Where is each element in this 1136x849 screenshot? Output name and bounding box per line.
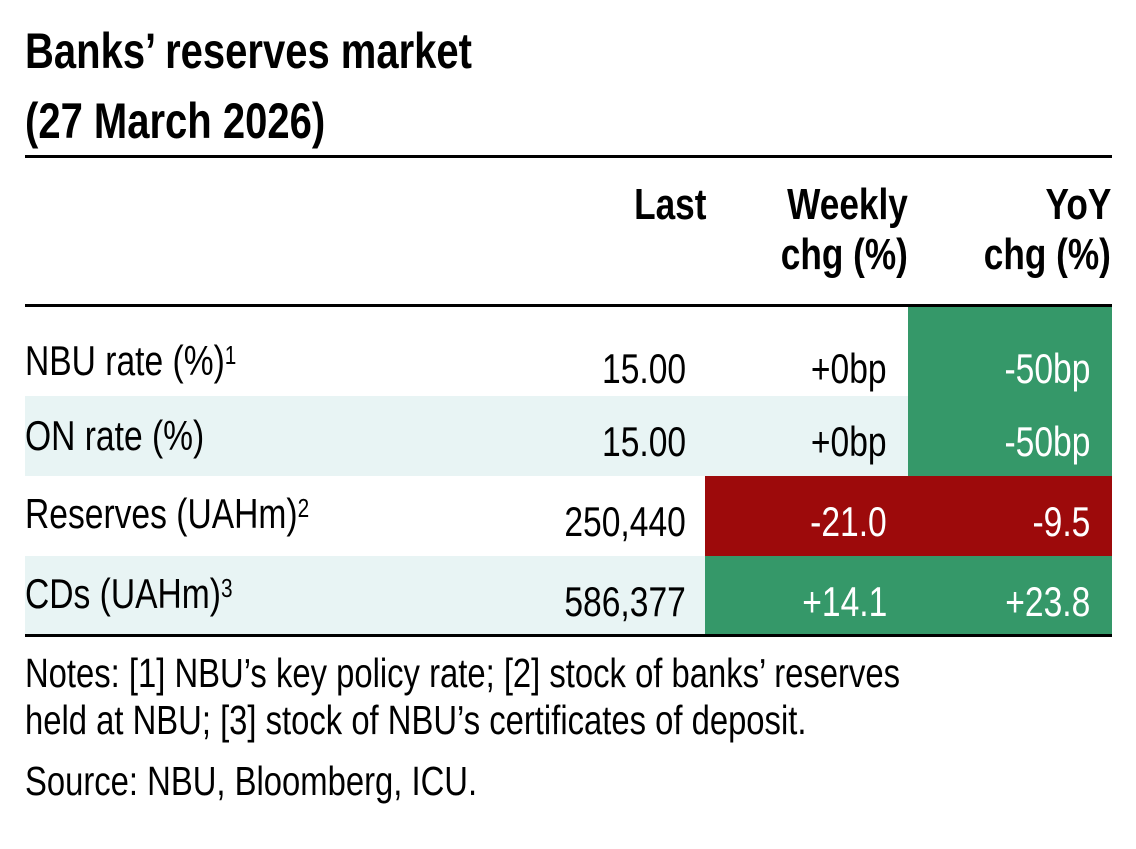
weekly-cell-fill: [705, 556, 908, 634]
row-label: CDs (UAHm)3: [25, 570, 233, 617]
bottom-rule: [25, 634, 1112, 637]
yoy-cell-fill: [908, 396, 1112, 476]
header-weekly: Weekly chg (%): [780, 180, 908, 279]
header-last: Last: [633, 180, 706, 229]
footnote-marker: 3: [220, 573, 233, 603]
table-row: NBU rate (%)1 15.00 +0bp -50bp: [25, 307, 1112, 396]
yoy-change: -50bp: [1004, 418, 1090, 465]
row-label: ON rate (%): [25, 412, 205, 459]
row-label: NBU rate (%)1: [25, 337, 237, 384]
weekly-change: -21.0: [810, 498, 887, 545]
yoy-change: -50bp: [1004, 345, 1090, 392]
yoy-change: -9.5: [1032, 498, 1090, 545]
notes-line-2: held at NBU; [3] stock of NBU’s certific…: [25, 697, 807, 743]
title-line-2: (27 March 2026): [25, 93, 326, 149]
table-row: CDs (UAHm)3 586,377 +14.1 +23.8: [25, 556, 1112, 634]
last-value: 15.00: [601, 345, 686, 392]
header-yoy: YoY chg (%): [983, 180, 1111, 279]
table-row: Reserves (UAHm)2 250,440 -21.0 -9.5: [25, 476, 1112, 556]
top-rule: [25, 155, 1112, 158]
weekly-change: +14.1: [801, 578, 887, 625]
footnote-marker: 1: [224, 340, 237, 370]
footnote-marker: 2: [297, 493, 310, 523]
notes-line-1: Notes: [1] NBU’s key policy rate; [2] st…: [25, 650, 901, 696]
last-value: 586,377: [564, 578, 686, 625]
yoy-cell-fill: [908, 307, 1112, 396]
table-row: ON rate (%) 15.00 +0bp -50bp: [25, 396, 1112, 476]
yoy-change: +23.8: [1004, 578, 1090, 625]
source-note: Source: NBU, Bloomberg, ICU.: [25, 758, 478, 804]
last-value: 250,440: [564, 498, 686, 545]
last-value: 15.00: [601, 418, 686, 465]
yoy-cell-fill: [908, 476, 1112, 556]
weekly-cell-fill: [705, 476, 908, 556]
title-line-1: Banks’ reserves market: [25, 23, 472, 79]
yoy-cell-fill: [908, 556, 1112, 634]
row-label: Reserves (UAHm)2: [25, 490, 310, 537]
weekly-change: +0bp: [811, 345, 887, 392]
header-rule: [25, 304, 1112, 307]
weekly-change: +0bp: [811, 418, 887, 465]
